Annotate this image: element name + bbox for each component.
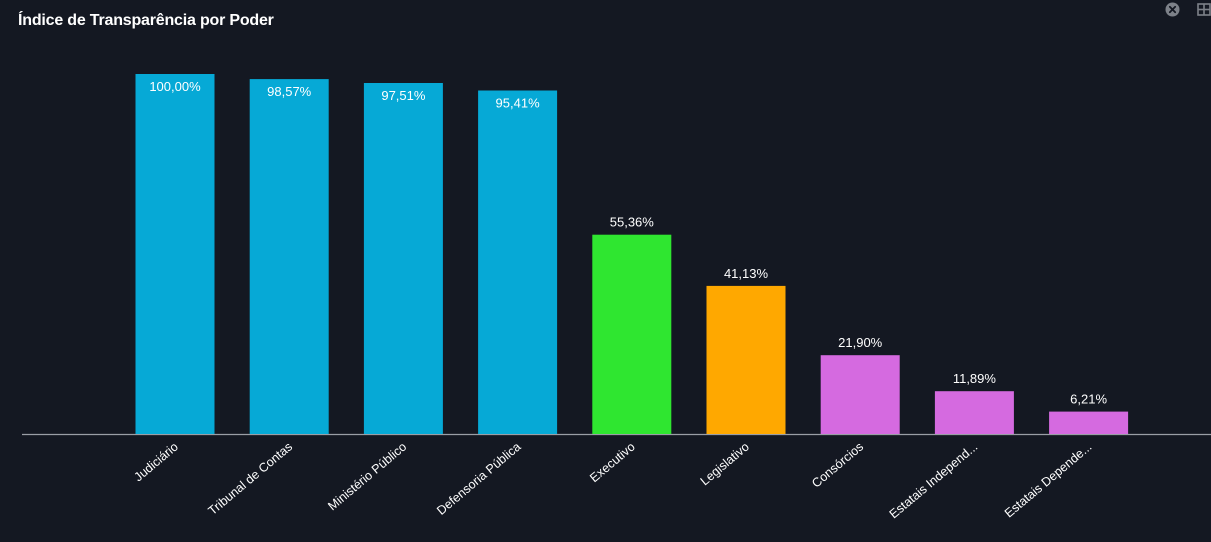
data-label-6: 21,90% — [838, 335, 883, 350]
data-label-1: 98,57% — [267, 84, 312, 99]
x-tick-label-6: Consórcios — [809, 440, 866, 491]
x-tick-label-1: Tribunal de Contas — [206, 440, 296, 518]
x-tick-label-7: Estatais Independ... — [887, 440, 981, 522]
close-circle-icon[interactable] — [1165, 2, 1180, 17]
bar-0[interactable] — [135, 74, 215, 434]
x-tick-label-0: Judiciário — [131, 440, 180, 485]
data-label-7: 11,89% — [953, 371, 997, 386]
data-label-8: 6,21% — [1070, 392, 1107, 407]
bar-8[interactable] — [1049, 411, 1129, 434]
bar-3[interactable] — [478, 90, 558, 435]
x-tick-label-3: Defensoria Pública — [434, 440, 523, 518]
x-tick-label-2: Ministério Público — [325, 440, 409, 514]
x-tick-label-4: Executivo — [587, 440, 638, 486]
x-tick-label-5: Legislativo — [698, 440, 752, 489]
bar-4[interactable] — [592, 234, 672, 434]
grid-layout-icon[interactable] — [1197, 2, 1211, 17]
data-label-0: 100,00% — [149, 79, 201, 94]
data-label-4: 55,36% — [610, 215, 655, 230]
bar-7[interactable] — [934, 391, 1014, 434]
x-tick-label-8: Estatais Depende... — [1002, 440, 1095, 521]
bar-1[interactable] — [249, 79, 329, 434]
data-label-2: 97,51% — [381, 88, 426, 103]
bar-5[interactable] — [706, 285, 786, 434]
bar-2[interactable] — [363, 83, 443, 434]
bar-6[interactable] — [820, 355, 900, 434]
data-label-3: 95,41% — [496, 96, 541, 111]
chart-title: Índice de Transparência por Poder — [18, 12, 274, 29]
data-label-5: 41,13% — [724, 266, 769, 281]
